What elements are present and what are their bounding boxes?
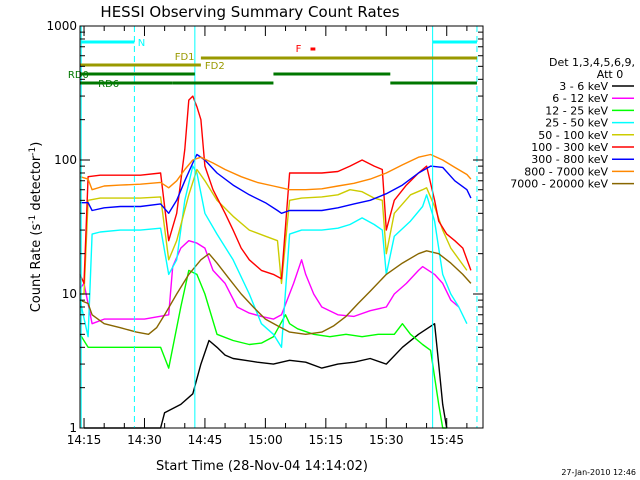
fd2-bar-label: FD2 xyxy=(205,61,225,72)
legend-label-100-300-kev: 100 - 300 keV xyxy=(531,141,608,154)
x-tick-label: 14:15 xyxy=(67,433,102,447)
y-tick-label: 100 xyxy=(54,153,77,167)
series-line-800-7000-kev xyxy=(79,153,472,191)
y-axis-label-sup-2: -1 xyxy=(28,147,38,156)
y-axis-label-base: Count Rate (s xyxy=(29,224,44,313)
x-axis-label: Start Time (28-Nov-04 14:14:02) xyxy=(156,459,368,474)
series-line-50-100-kev xyxy=(80,168,468,295)
x-tick-label: 15:45 xyxy=(429,433,464,447)
orbit-markers xyxy=(80,26,478,428)
fd1-bar-label: FD1 xyxy=(175,52,195,63)
x-tick-label: 15:00 xyxy=(248,433,283,447)
y-axis-label: Count Rate (s-1 detector-1) xyxy=(28,142,44,313)
rd6-bar-label: RD6 xyxy=(98,79,119,90)
series-line-7000-20000-kev xyxy=(79,250,472,335)
rd0-bar-label: RD0 xyxy=(68,70,89,81)
plot-frame xyxy=(79,25,484,429)
series-line-25-50-kev xyxy=(79,165,468,348)
series-line-300-800-kev xyxy=(80,153,472,215)
series-layer xyxy=(79,95,472,429)
y-axis-label-mid: detector xyxy=(29,155,44,215)
legend-header-line-2: Att 0 xyxy=(597,68,623,81)
x-tick-label: 14:45 xyxy=(188,433,223,447)
series-line-6-12-kev xyxy=(79,239,460,325)
y-tick-label: 10 xyxy=(62,287,77,301)
legend-label-6-12-kev: 6 - 12 keV xyxy=(552,92,608,105)
series-line-100-300-kev xyxy=(79,95,472,285)
legend-label-800-7000-kev: 800 - 7000 keV xyxy=(524,165,608,178)
axis-ticks: 1 10 100 1000 14:15 14:30 14:45 15:00 15:15 15:30… xyxy=(46,19,483,447)
legend-label-7000-20000-kev: 7000 - 20000 keV xyxy=(510,178,608,191)
y-tick-label: 1000 xyxy=(46,19,77,33)
legend-header-line-1: Det 1,3,4,5,6,9, xyxy=(549,56,635,69)
x-tick-label: 14:30 xyxy=(127,433,162,447)
legend-label-50-100-kev: 50 - 100 keV xyxy=(538,129,608,142)
flare-bar-label: F xyxy=(296,44,302,55)
series-line-12-25-kev xyxy=(79,269,447,429)
legend-label-25-50-kev: 25 - 50 keV xyxy=(545,117,608,130)
legend-label-300-800-kev: 300 - 800 keV xyxy=(531,153,608,166)
footer-date: 27-Jan-2010 12:46 xyxy=(561,468,636,477)
night-bar-label: N xyxy=(138,38,145,49)
series-line-3-6-kev xyxy=(84,323,448,429)
legend-label-3-6-kev: 3 - 6 keV xyxy=(559,80,608,93)
x-tick-label: 15:30 xyxy=(369,433,404,447)
legend-label-12-25-kev: 12 - 25 keV xyxy=(545,104,608,117)
state-bars: N F FD1 FD2 RD0 RD6 xyxy=(68,38,477,90)
y-axis-label-sup-1: -1 xyxy=(28,215,38,224)
x-tick-label: 15:15 xyxy=(309,433,344,447)
chart-title: HESSI Observing Summary Count Rates xyxy=(100,3,399,21)
y-axis-label-end: ) xyxy=(29,142,44,147)
y-tick-label: 1 xyxy=(69,421,77,435)
